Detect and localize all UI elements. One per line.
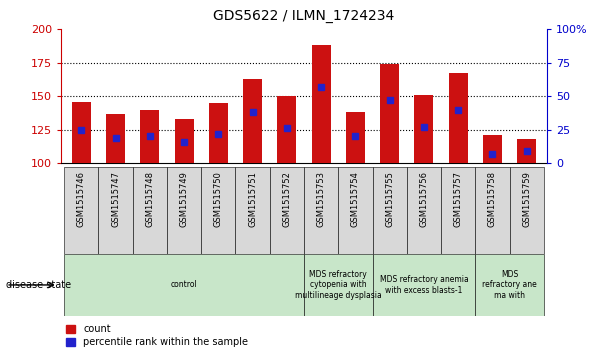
Bar: [380, 64, 399, 163]
Text: GSM1515747: GSM1515747: [111, 171, 120, 227]
Bar: [72, 102, 91, 163]
Text: GSM1515758: GSM1515758: [488, 171, 497, 227]
FancyBboxPatch shape: [338, 167, 373, 254]
FancyBboxPatch shape: [510, 167, 544, 254]
Text: GSM1515759: GSM1515759: [522, 171, 531, 227]
FancyBboxPatch shape: [167, 167, 201, 254]
Text: MDS refractory
cytopenia with
multilineage dysplasia: MDS refractory cytopenia with multilinea…: [295, 270, 382, 300]
FancyBboxPatch shape: [133, 167, 167, 254]
Bar: [449, 73, 468, 163]
Bar: [517, 139, 536, 163]
Bar: [415, 95, 434, 163]
FancyBboxPatch shape: [441, 167, 475, 254]
Bar: [483, 135, 502, 163]
Bar: [174, 119, 193, 163]
Bar: [140, 110, 159, 163]
FancyBboxPatch shape: [98, 167, 133, 254]
Text: GSM1515751: GSM1515751: [248, 171, 257, 227]
Text: GSM1515749: GSM1515749: [179, 171, 188, 227]
Bar: [346, 112, 365, 163]
FancyBboxPatch shape: [373, 254, 475, 316]
Text: GSM1515755: GSM1515755: [385, 171, 394, 227]
Legend: count, percentile rank within the sample: count, percentile rank within the sample: [66, 324, 248, 347]
Text: disease state: disease state: [6, 280, 71, 290]
FancyBboxPatch shape: [235, 167, 270, 254]
FancyBboxPatch shape: [201, 167, 235, 254]
FancyBboxPatch shape: [373, 167, 407, 254]
FancyBboxPatch shape: [64, 254, 304, 316]
Bar: [209, 103, 228, 163]
Text: MDS
refractory ane
ma with: MDS refractory ane ma with: [482, 270, 537, 300]
FancyBboxPatch shape: [407, 167, 441, 254]
FancyBboxPatch shape: [304, 167, 338, 254]
Text: GSM1515752: GSM1515752: [282, 171, 291, 227]
Bar: [243, 79, 262, 163]
FancyBboxPatch shape: [475, 167, 510, 254]
Text: GSM1515753: GSM1515753: [317, 171, 326, 227]
Text: GDS5622 / ILMN_1724234: GDS5622 / ILMN_1724234: [213, 9, 395, 23]
Text: GSM1515754: GSM1515754: [351, 171, 360, 227]
Text: GSM1515746: GSM1515746: [77, 171, 86, 227]
Text: GSM1515750: GSM1515750: [214, 171, 223, 227]
Text: GSM1515757: GSM1515757: [454, 171, 463, 227]
Bar: [312, 45, 331, 163]
Text: GSM1515748: GSM1515748: [145, 171, 154, 227]
Text: control: control: [171, 281, 198, 289]
Text: MDS refractory anemia
with excess blasts-1: MDS refractory anemia with excess blasts…: [379, 275, 468, 295]
Bar: [106, 114, 125, 163]
FancyBboxPatch shape: [475, 254, 544, 316]
FancyBboxPatch shape: [304, 254, 373, 316]
Text: GSM1515756: GSM1515756: [420, 171, 429, 227]
Bar: [277, 96, 296, 163]
FancyBboxPatch shape: [270, 167, 304, 254]
FancyBboxPatch shape: [64, 167, 98, 254]
